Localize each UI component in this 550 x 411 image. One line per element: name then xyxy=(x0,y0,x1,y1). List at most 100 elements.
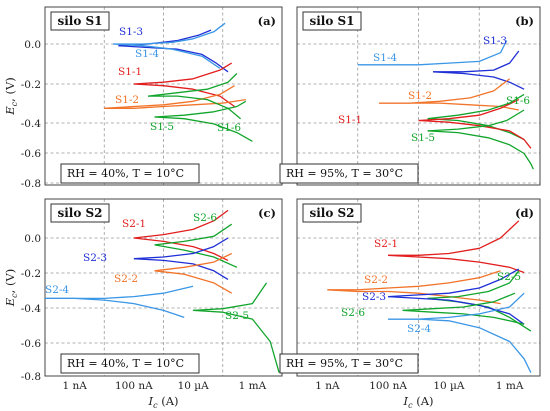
series-line-s2-6-cathodic xyxy=(154,244,238,268)
series-line-s1-2-anodic xyxy=(104,85,235,109)
condition-temperature: T = 30°C xyxy=(352,167,403,180)
series-label-s2-6: S2-6 xyxy=(193,212,217,224)
y-tick-label: -0.4 xyxy=(21,303,42,315)
series-line-s1-4-anodic xyxy=(113,22,226,45)
condition-box-4: RH = 95%, T = 30°C xyxy=(279,353,419,374)
y-axis-title: Ec, (V) xyxy=(3,77,19,115)
series-line-s1-5-anodic xyxy=(154,100,247,118)
series-line-s1-5-anodic xyxy=(427,109,525,132)
panel-frame-2 xyxy=(296,6,541,186)
plot-area-1 xyxy=(104,22,253,142)
y-axis-title-unit: , (V) xyxy=(3,77,17,102)
x-tick-label: 10 µA xyxy=(433,380,465,392)
y-tick-label: -0.6 xyxy=(21,338,42,350)
x-axis-title-unit: (A) xyxy=(413,394,434,408)
y-tick-label: -0.2 xyxy=(21,79,41,91)
y-axis-title: Ec, (V) xyxy=(3,269,19,307)
series-label-s1-3: S1-3 xyxy=(483,35,507,47)
x-axis-title: Ic (A) xyxy=(403,394,434,410)
series-line-s1-6-cathodic xyxy=(148,95,242,120)
series-label-s1-2: S1-2 xyxy=(115,94,139,106)
series-label-s2-2: S2-2 xyxy=(364,274,388,286)
series-label-s2-1: S2-1 xyxy=(122,218,146,230)
condition-border xyxy=(279,163,419,184)
y-tick-label: 0.0 xyxy=(24,39,41,51)
series-label-s2-5: S2-5 xyxy=(497,271,521,283)
plot-area-4 xyxy=(327,220,532,373)
series-line-s2-2-anodic xyxy=(154,252,232,272)
condition-border xyxy=(60,163,200,184)
series-label-s2-2: S2-2 xyxy=(114,273,138,285)
x-tick-label: 1 nA xyxy=(62,380,87,392)
series-line-s2-2-anodic xyxy=(327,270,501,291)
panel-title-box-2: silo S1 xyxy=(302,11,362,31)
x-axis-title-sub: c xyxy=(153,401,158,410)
panel-title: silo S2 xyxy=(57,206,102,220)
series-line-s1-5-cathodic xyxy=(154,116,253,142)
series-line-s1-4-anodic xyxy=(357,40,508,66)
series-label-s1-3: S1-3 xyxy=(119,26,143,38)
x-tick-label: 1 nA xyxy=(315,380,340,392)
panel-title: silo S1 xyxy=(57,14,102,28)
panel-title: silo S2 xyxy=(309,206,354,220)
series-line-s1-1-cathodic xyxy=(418,119,532,149)
y-tick-label: -0.8 xyxy=(21,178,41,190)
panel-frame-4 xyxy=(296,198,541,377)
condition-rh: RH = 95%, xyxy=(286,357,352,370)
series-line-s1-6-anodic xyxy=(147,73,238,97)
x-tick-label: 10 µA xyxy=(178,380,210,392)
y-tick-label: 0.0 xyxy=(24,233,41,245)
series-line-s1-5-cathodic xyxy=(427,130,534,170)
series-line-s2-6-anodic xyxy=(402,292,516,312)
condition-temperature: T = 10°C xyxy=(133,357,184,370)
condition-text: RH = 40%, T = 10°C xyxy=(67,167,184,180)
series-label-s1-6: S1-6 xyxy=(217,122,241,134)
series-line-s1-2-cathodic xyxy=(104,98,246,109)
condition-box-3: RH = 40%, T = 10°C xyxy=(60,353,200,374)
panel-title-border xyxy=(302,203,362,223)
series-line-s2-6-cathodic xyxy=(402,309,525,325)
plot-area-3 xyxy=(45,209,280,373)
x-axis-title-sub: c xyxy=(408,401,413,410)
series-line-s1-3-cathodic xyxy=(432,71,525,90)
x-tick-label: 100 nA xyxy=(369,380,407,392)
series-line-s2-1-cathodic xyxy=(133,237,229,261)
series-label-s1-4: S1-4 xyxy=(135,48,159,60)
x-tick-label: 100 nA xyxy=(115,380,153,392)
series-line-s2-2-cathodic xyxy=(327,289,501,305)
condition-border xyxy=(60,353,200,374)
series-label-s2-5: S2-5 xyxy=(225,310,249,322)
y-axis-title-symbol: E xyxy=(3,297,17,307)
panel-title-box-1: silo S1 xyxy=(50,11,110,31)
panel-frame-3 xyxy=(44,198,283,377)
series-label-s1-1: S1-1 xyxy=(118,66,142,78)
panel-letter: (c) xyxy=(258,206,276,220)
series-line-s1-6-anodic xyxy=(427,93,525,120)
y-tick-label: -0.2 xyxy=(21,268,41,280)
series-line-s1-3-cathodic xyxy=(118,45,229,73)
condition-box-1: RH = 40%, T = 10°C xyxy=(60,163,200,184)
panel-title: silo S1 xyxy=(309,14,354,28)
panel-letter: (d) xyxy=(515,206,534,220)
series-label-s1-6: S1-6 xyxy=(506,95,530,107)
series-label-s2-4: S2-4 xyxy=(45,284,69,296)
series-label-s1-5: S1-5 xyxy=(411,132,435,144)
panel-title-border xyxy=(50,11,110,31)
series-line-s2-5-anodic xyxy=(427,270,520,300)
series-label-s2-1: S2-1 xyxy=(374,238,398,250)
condition-rh: RH = 40%, xyxy=(67,357,133,370)
series-label-s2-6: S2-6 xyxy=(341,307,365,319)
panel-title-border xyxy=(50,203,110,223)
panel-letter: (a) xyxy=(258,14,276,28)
panel-title-box-4: silo S2 xyxy=(302,203,362,223)
series-label-s1-4: S1-4 xyxy=(373,52,397,64)
plot-area-2 xyxy=(357,40,534,170)
x-axis-title-symbol: I xyxy=(148,394,154,408)
series-label-s1-1: S1-1 xyxy=(338,114,362,126)
series-label-s2-3: S2-3 xyxy=(83,252,107,264)
x-tick-label: 1 mA xyxy=(496,380,524,392)
series-label-s2-4: S2-4 xyxy=(407,323,431,335)
y-axis-title-sub: c xyxy=(10,293,19,298)
condition-temperature: T = 10°C xyxy=(133,167,184,180)
